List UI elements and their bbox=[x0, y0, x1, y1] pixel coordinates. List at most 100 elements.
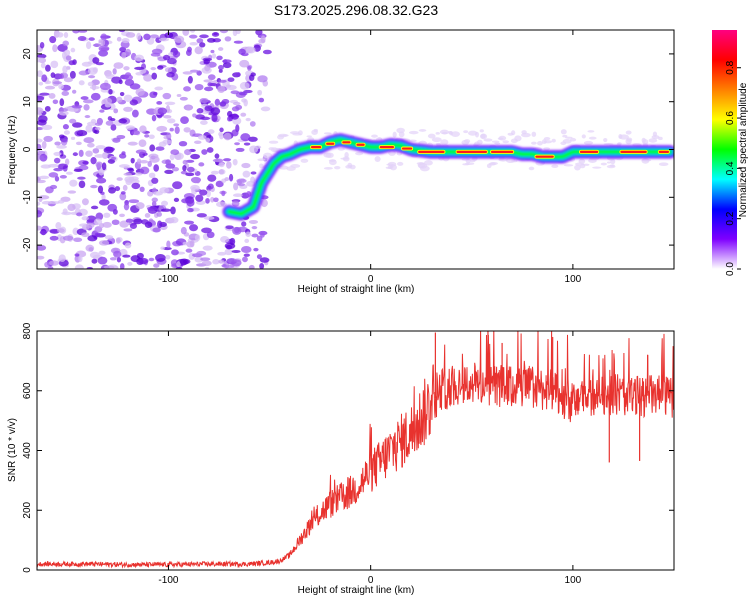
noise-blob bbox=[218, 162, 225, 168]
colorbar-label: Normalized spectral amplitude bbox=[738, 82, 749, 217]
noise-blob bbox=[151, 200, 157, 207]
noise-blob bbox=[81, 198, 89, 206]
noise-blob bbox=[156, 125, 168, 132]
haze-blob bbox=[263, 152, 273, 159]
noise-blob bbox=[59, 98, 65, 107]
noise-blob bbox=[50, 60, 59, 69]
noise-blob bbox=[122, 254, 131, 258]
haze-blob bbox=[600, 162, 607, 166]
noise-blob bbox=[244, 238, 250, 244]
noise-blob bbox=[148, 172, 156, 179]
haze-blob bbox=[334, 166, 341, 170]
noise-blob bbox=[187, 75, 193, 84]
haze-blob bbox=[435, 132, 440, 135]
noise-blob bbox=[147, 160, 153, 167]
noise-blob bbox=[176, 93, 182, 97]
noise-blob bbox=[123, 202, 130, 211]
noise-blob bbox=[37, 255, 45, 260]
snr-panel: -100 0 100 0 200 400 600 800 Height of straigh… bbox=[7, 322, 675, 596]
noise-blob bbox=[62, 235, 74, 241]
noise-blob bbox=[97, 256, 108, 265]
noise-blob bbox=[245, 191, 252, 198]
haze-blob bbox=[469, 159, 476, 163]
noise-blob bbox=[90, 205, 99, 210]
noise-blob bbox=[258, 97, 265, 103]
haze-blob bbox=[551, 138, 556, 143]
noise-blob bbox=[215, 201, 227, 208]
haze-blob bbox=[574, 162, 585, 166]
noise-blob bbox=[222, 62, 232, 69]
noise-blob bbox=[73, 168, 83, 172]
noise-blob bbox=[200, 257, 211, 262]
noise-blob bbox=[234, 142, 240, 146]
haze-blob bbox=[562, 134, 568, 138]
noise-blob bbox=[123, 228, 133, 232]
haze-blob bbox=[581, 134, 586, 139]
haze-blob bbox=[277, 134, 285, 140]
noise-blob bbox=[109, 257, 117, 261]
y-tick-label: 800 bbox=[22, 322, 33, 339]
noise-blob bbox=[44, 80, 52, 85]
noise-blob bbox=[38, 175, 50, 180]
noise-blob bbox=[125, 32, 136, 38]
noise-blob bbox=[213, 197, 219, 203]
noise-blob bbox=[199, 97, 209, 104]
noise-blob bbox=[52, 99, 59, 105]
noise-blob bbox=[194, 234, 201, 242]
noise-blob bbox=[217, 85, 226, 94]
noise-blob bbox=[85, 244, 95, 252]
noise-blob bbox=[57, 199, 65, 204]
noise-blob bbox=[48, 260, 60, 266]
noise-blob bbox=[98, 250, 106, 255]
haze-blob bbox=[465, 162, 475, 166]
noise-blob bbox=[44, 85, 56, 90]
noise-blob bbox=[249, 121, 256, 127]
haze-blob bbox=[474, 131, 480, 138]
noise-blob bbox=[182, 159, 188, 165]
noise-blob bbox=[90, 92, 101, 101]
haze-blob bbox=[439, 129, 449, 135]
noise-blob bbox=[183, 127, 191, 133]
noise-blob bbox=[72, 89, 77, 94]
noise-blob bbox=[124, 79, 135, 86]
noise-blob bbox=[37, 57, 44, 63]
noise-blob bbox=[125, 218, 134, 223]
haze-blob bbox=[392, 131, 397, 138]
noise-blob bbox=[121, 38, 130, 44]
noise-blob bbox=[169, 153, 175, 161]
noise-blob bbox=[99, 109, 105, 113]
noise-blob bbox=[139, 125, 147, 133]
noise-blob bbox=[169, 216, 179, 224]
noise-blob bbox=[210, 49, 215, 54]
noise-blob bbox=[97, 185, 104, 194]
noise-blob bbox=[121, 51, 127, 59]
noise-blob bbox=[248, 264, 255, 269]
noise-blob bbox=[150, 66, 157, 71]
noise-blob bbox=[240, 112, 247, 117]
noise-blob bbox=[162, 54, 171, 61]
noise-blob bbox=[65, 55, 72, 61]
noise-blob bbox=[99, 82, 111, 91]
noise-blob bbox=[62, 65, 68, 74]
noise-blob bbox=[224, 242, 236, 250]
haze-blob bbox=[374, 156, 381, 162]
ridge bbox=[222, 133, 674, 221]
noise-blob bbox=[118, 30, 126, 33]
noise-blob bbox=[75, 141, 82, 146]
noise-blob bbox=[214, 98, 221, 106]
noise-blob bbox=[260, 199, 268, 208]
noise-blob bbox=[100, 33, 108, 41]
noise-blob bbox=[101, 162, 107, 171]
noise-blob bbox=[58, 83, 64, 90]
noise-blob bbox=[69, 118, 77, 124]
noise-blob bbox=[52, 44, 58, 53]
haze-blob bbox=[465, 158, 471, 164]
colorbar-tick-label: 0.6 bbox=[725, 111, 736, 125]
noise-blob bbox=[218, 69, 223, 73]
noise-blob bbox=[135, 149, 147, 154]
noise-blob bbox=[212, 53, 217, 59]
noise-blob bbox=[85, 124, 93, 133]
haze-blob bbox=[494, 142, 501, 145]
haze-blob bbox=[588, 136, 597, 140]
snr-y-label: SNR (10 * v/v) bbox=[7, 418, 18, 482]
